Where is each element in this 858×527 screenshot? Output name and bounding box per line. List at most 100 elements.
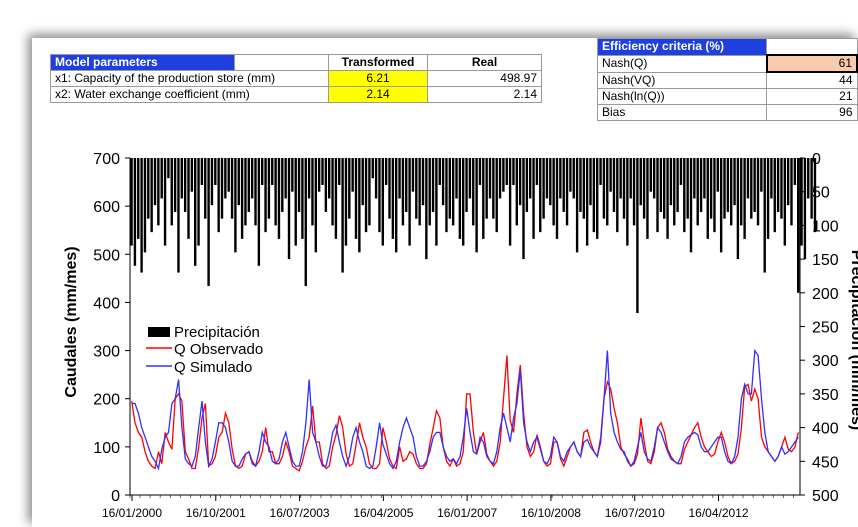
precip-bar: [294, 158, 297, 246]
precip-bar: [606, 158, 609, 226]
param-x1-label[interactable]: x1: Capacity of the production store (mm…: [50, 70, 329, 87]
precip-bar: [448, 158, 452, 219]
y-tick-label: 500: [93, 247, 120, 264]
precip-bar: [398, 158, 401, 199]
precip-bar: [234, 158, 237, 253]
chart-legend: Precipitación Q Observado Q Simulado: [142, 323, 282, 378]
precip-bar: [666, 158, 669, 239]
precip-bar: [217, 158, 220, 233]
precip-bar: [338, 158, 341, 185]
eff-nash-vq-label[interactable]: Nash(VQ): [596, 71, 768, 89]
precip-bar: [532, 158, 535, 239]
precip-bar: [639, 158, 642, 206]
precip-bar: [569, 158, 572, 192]
x-tick-label: 16/10/2001: [186, 506, 246, 520]
precip-bar: [160, 158, 163, 199]
legend-obs-label: Q Observado: [174, 341, 263, 358]
precip-bar: [512, 158, 515, 185]
precip-bar: [599, 158, 602, 185]
precip-bar: [689, 158, 693, 253]
precip-bar: [143, 158, 147, 253]
precip-bar: [699, 158, 703, 212]
q-simulado-line: [131, 348, 799, 471]
precip-bar: [224, 158, 227, 199]
precip-bar: [703, 158, 706, 199]
precip-bar: [502, 158, 505, 192]
precip-bar: [733, 158, 736, 206]
precip-bar: [462, 158, 465, 246]
precip-bar: [726, 158, 730, 212]
precip-bar: [401, 158, 405, 226]
precip-bar: [364, 158, 368, 233]
precip-bar: [659, 158, 663, 212]
legend-precip-label: Precipitación: [174, 324, 260, 341]
param-x2-real[interactable]: 2.14: [427, 86, 542, 103]
eff-nash-q-value[interactable]: 61: [765, 54, 858, 73]
precip-bar: [200, 158, 204, 185]
precip-bar: [133, 158, 137, 266]
y2-tick-label: 300: [812, 353, 839, 370]
precip-bar: [358, 158, 361, 253]
precip-bar: [559, 158, 562, 199]
precip-bar: [415, 158, 418, 219]
precip-bar: [170, 158, 173, 226]
precip-bar: [696, 158, 699, 226]
precip-bar: [766, 158, 770, 239]
precip-bar: [284, 158, 287, 199]
precip-bar: [485, 158, 488, 219]
y-tick-label: 600: [93, 199, 120, 216]
precip-bar: [411, 158, 415, 192]
precip-bar: [210, 158, 214, 206]
legend-sim-label: Q Simulado: [174, 359, 252, 376]
precip-bar: [676, 158, 679, 212]
precip-bar: [760, 158, 763, 192]
precip-bar: [636, 158, 639, 314]
precip-bar: [616, 158, 619, 233]
y2-tick-label: 50: [812, 185, 830, 202]
y2-tick-label: 250: [812, 320, 839, 337]
precip-bar: [686, 158, 689, 219]
precip-bar: [482, 158, 485, 239]
precip-bar: [317, 158, 321, 192]
precip-bar: [378, 158, 381, 233]
precip-bar: [642, 158, 646, 219]
eff-nash-q-label[interactable]: Nash(Q): [596, 54, 768, 73]
precip-bar: [783, 158, 787, 246]
precip-bar: [709, 158, 713, 219]
precip-bar: [455, 158, 458, 199]
tick-labels: 0 100 200 300 400 500 600 700 0 50 100 150 200 250 300…: [93, 151, 839, 520]
eff-bias-label[interactable]: Bias: [596, 104, 768, 121]
param-x2-transformed[interactable]: 2.14: [328, 86, 428, 103]
precip-bar: [472, 158, 475, 226]
precip-bar: [287, 158, 291, 260]
efficiency-criteria-header[interactable]: Efficiency criteria (%): [596, 38, 768, 56]
efficiency-criteria-table: Efficiency criteria (%) Nash(Q) 61 Nash(…: [596, 38, 858, 121]
precip-bar: [786, 158, 790, 206]
precip-bar: [371, 158, 374, 179]
precip-bar: [227, 158, 230, 192]
precip-bar: [773, 158, 776, 233]
precip-bar: [596, 158, 599, 239]
precip-bar: [281, 158, 284, 212]
precip-bar: [572, 158, 575, 199]
precip-bar: [173, 158, 177, 212]
precip-bar: [619, 158, 622, 199]
precip-bar: [418, 158, 421, 226]
precip-bar: [750, 158, 753, 219]
precip-bar: [585, 158, 589, 246]
real-column-header[interactable]: Real: [427, 54, 542, 71]
precip-bar: [565, 158, 569, 226]
precip-bar: [776, 158, 780, 212]
precip-bar: [539, 158, 542, 233]
precip-bar: [743, 158, 746, 239]
precip-bar: [301, 158, 304, 239]
precip-bar: [247, 158, 251, 212]
precip-bar: [495, 158, 498, 233]
eff-bias-value[interactable]: 96: [766, 104, 858, 121]
precip-bar: [348, 158, 351, 219]
precip-bar: [257, 158, 261, 266]
precip-bar: [589, 158, 592, 206]
x-tick-label: 16/10/2008: [521, 506, 581, 520]
precip-bar: [425, 158, 428, 260]
precip-bar: [344, 158, 348, 246]
